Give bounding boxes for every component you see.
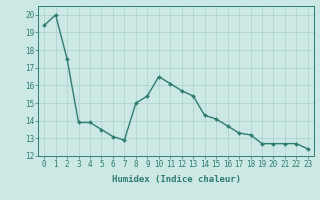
X-axis label: Humidex (Indice chaleur): Humidex (Indice chaleur) — [111, 175, 241, 184]
